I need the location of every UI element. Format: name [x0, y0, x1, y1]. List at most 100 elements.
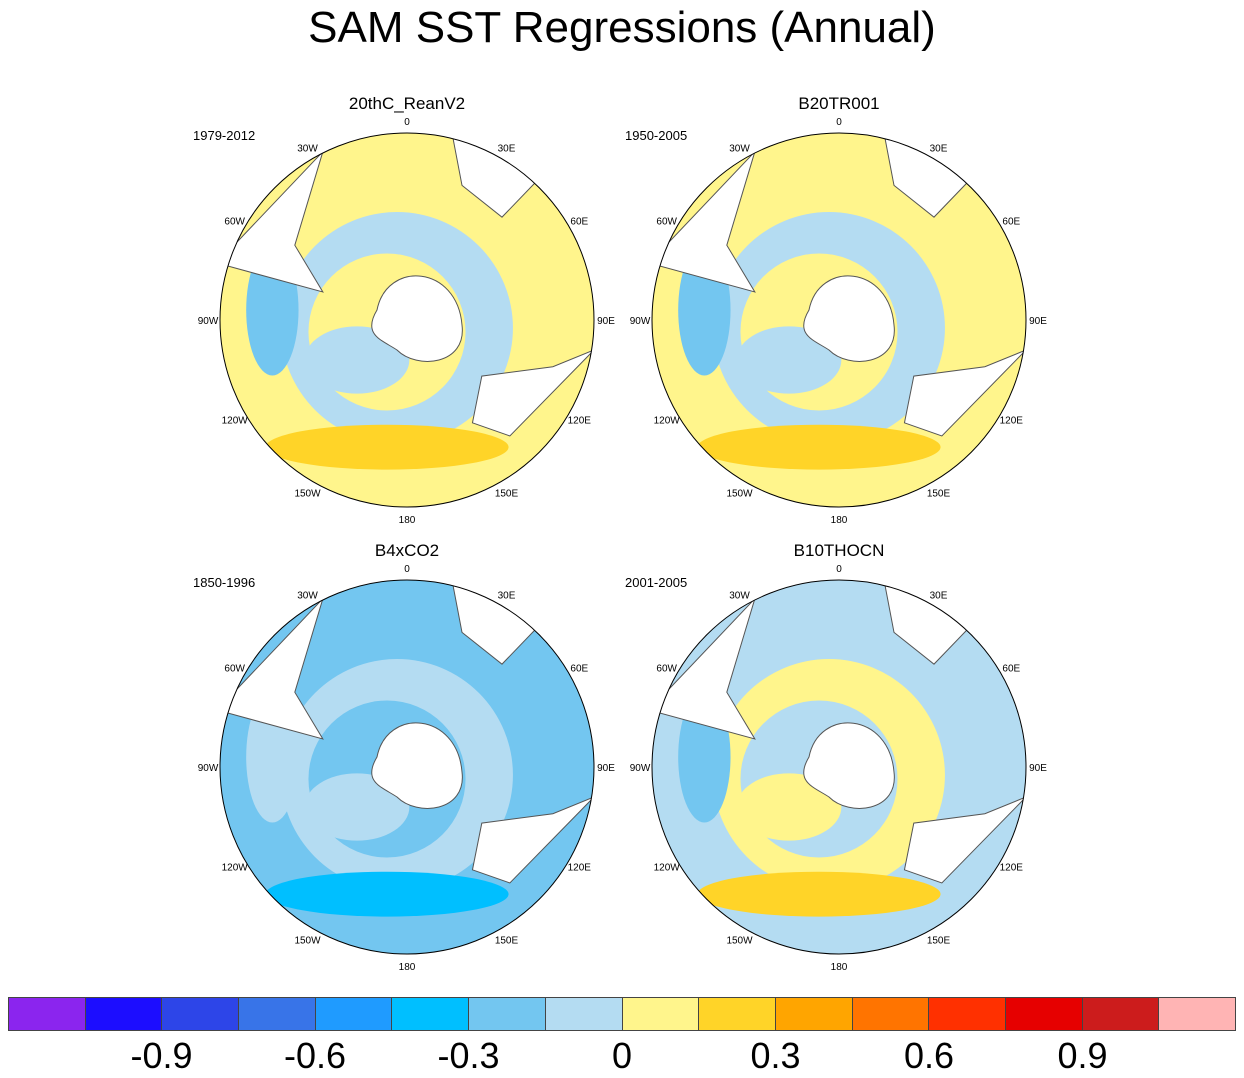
sst-field-band	[304, 326, 410, 394]
colorbar-swatch	[545, 998, 623, 1030]
colorbar-swatch	[1082, 998, 1160, 1030]
colorbar-tick-label: 0	[611, 1035, 633, 1076]
longitude-label: 90E	[1029, 316, 1047, 327]
longitude-label: 0	[836, 564, 842, 575]
longitude-label: 90W	[630, 763, 651, 774]
map-boundary	[219, 132, 595, 508]
colorbar-swatch	[469, 998, 546, 1030]
colorbar-swatch	[699, 998, 776, 1030]
map-boundary	[219, 579, 595, 955]
landmass	[903, 796, 1026, 884]
antarctica	[803, 722, 895, 809]
colorbar-swatch	[239, 998, 316, 1030]
polar-map: 0 30E 60E 90E 120E 150E 180 150W 120W 90W 60W 30W	[630, 117, 1048, 524]
landmass	[471, 349, 594, 437]
longitude-label: 180	[399, 962, 416, 971]
longitude-label: 60W	[656, 217, 677, 228]
map-boundary	[651, 132, 1027, 508]
colorbar	[8, 997, 1236, 1031]
panel-title: B10THOCN	[793, 541, 885, 560]
longitude-label: 30W	[729, 591, 750, 602]
colorbar-swatch	[392, 998, 470, 1030]
sst-field-band	[265, 424, 509, 470]
panel-period: 1979-2012	[193, 128, 256, 143]
longitude-label: 60W	[224, 217, 245, 228]
longitude-label: 120E	[568, 863, 592, 874]
panel-period: 2001-2005	[625, 575, 688, 590]
longitude-label: 90W	[630, 316, 651, 327]
colorbar-swatch	[1159, 998, 1235, 1030]
panel-period: 1950-2005	[625, 128, 688, 143]
longitude-label: 90W	[198, 763, 219, 774]
longitude-label: 30E	[930, 144, 948, 155]
landmass	[471, 796, 594, 884]
map-panel-b10thocn: 0 30E 60E 90E 120E 150E 180 150W 120W 90W 60W 30W B…	[619, 541, 1059, 971]
longitude-label: 90E	[597, 316, 615, 327]
longitude-label: 0	[404, 564, 410, 575]
colorbar-tick-label: 0.9	[1057, 1035, 1108, 1076]
antarctica	[803, 275, 895, 362]
map-panel-20thc-reanv2: 0 30E 60E 90E 120E 150E 180 150W 120W 90W 60W 30W 2…	[187, 94, 627, 524]
longitude-label: 180	[831, 962, 848, 971]
sst-field-band	[736, 773, 842, 841]
polar-map: 0 30E 60E 90E 120E 150E 180 150W 120W 90W 60W 30W	[198, 117, 616, 524]
map-panel-b20tr001: 0 30E 60E 90E 120E 150E 180 150W 120W 90W 60W 30W B…	[619, 94, 1059, 524]
longitude-label: 30E	[498, 591, 516, 602]
landmass	[220, 151, 324, 293]
longitude-label: 60W	[224, 664, 245, 675]
longitude-label: 30E	[930, 591, 948, 602]
panel-period: 1850-1996	[193, 575, 256, 590]
colorbar-tick-label: -0.9	[130, 1035, 193, 1076]
colorbar-tick-label: -0.3	[437, 1035, 500, 1076]
landmass	[903, 349, 1026, 437]
longitude-label: 150W	[726, 935, 753, 946]
colorbar-swatch	[622, 998, 700, 1030]
colorbar-swatch	[852, 998, 930, 1030]
figure-title: SAM SST Regressions (Annual)	[308, 3, 936, 52]
longitude-label: 150W	[294, 488, 321, 499]
longitude-label: 30W	[297, 144, 318, 155]
colorbar-swatch	[315, 998, 393, 1030]
colorbar-swatch	[775, 998, 853, 1030]
longitude-label: 120W	[654, 416, 681, 427]
polar-map: 0 30E 60E 90E 120E 150E 180 150W 120W 90W 60W 30W	[198, 564, 616, 971]
longitude-label: 120W	[654, 863, 681, 874]
colorbar-swatch	[85, 998, 163, 1030]
longitude-label: 60W	[656, 664, 677, 675]
antarctica	[371, 275, 463, 362]
longitude-label: 0	[404, 117, 410, 128]
longitude-label: 30E	[498, 144, 516, 155]
colorbar-tick-label: 0.3	[750, 1035, 801, 1076]
sst-field-band	[304, 773, 410, 841]
landmass	[652, 151, 756, 293]
map-panel-b4xco2: 0 30E 60E 90E 120E 150E 180 150W 120W 90W 60W 30W B…	[187, 541, 627, 971]
panel-title: 20thC_ReanV2	[348, 94, 466, 113]
longitude-label: 60E	[1002, 664, 1020, 675]
antarctica	[371, 722, 463, 809]
longitude-label: 60E	[570, 217, 588, 228]
colorbar-tick-label: -0.6	[283, 1035, 347, 1076]
landmass	[220, 598, 324, 740]
longitude-label: 150E	[927, 935, 951, 946]
longitude-label: 150E	[927, 488, 951, 499]
longitude-label: 0	[836, 117, 842, 128]
landmass	[652, 598, 756, 740]
colorbar-swatch	[162, 998, 240, 1030]
longitude-label: 120E	[568, 416, 592, 427]
longitude-label: 60E	[570, 664, 588, 675]
longitude-label: 60E	[1002, 217, 1020, 228]
sst-field-band	[265, 871, 509, 917]
sst-field-band	[736, 326, 842, 394]
longitude-label: 30W	[297, 591, 318, 602]
longitude-label: 30W	[729, 144, 750, 155]
longitude-label: 90E	[1029, 763, 1047, 774]
sst-field-band	[697, 871, 941, 917]
colorbar-tick-label: 0.6	[903, 1035, 955, 1076]
longitude-label: 120E	[1000, 416, 1024, 427]
longitude-label: 150E	[495, 935, 519, 946]
longitude-label: 150E	[495, 488, 519, 499]
panel-title: B20TR001	[798, 94, 880, 113]
polar-map: 0 30E 60E 90E 120E 150E 180 150W 120W 90W 60W 30W	[630, 564, 1048, 971]
longitude-label: 90E	[597, 763, 615, 774]
longitude-label: 120W	[222, 416, 249, 427]
